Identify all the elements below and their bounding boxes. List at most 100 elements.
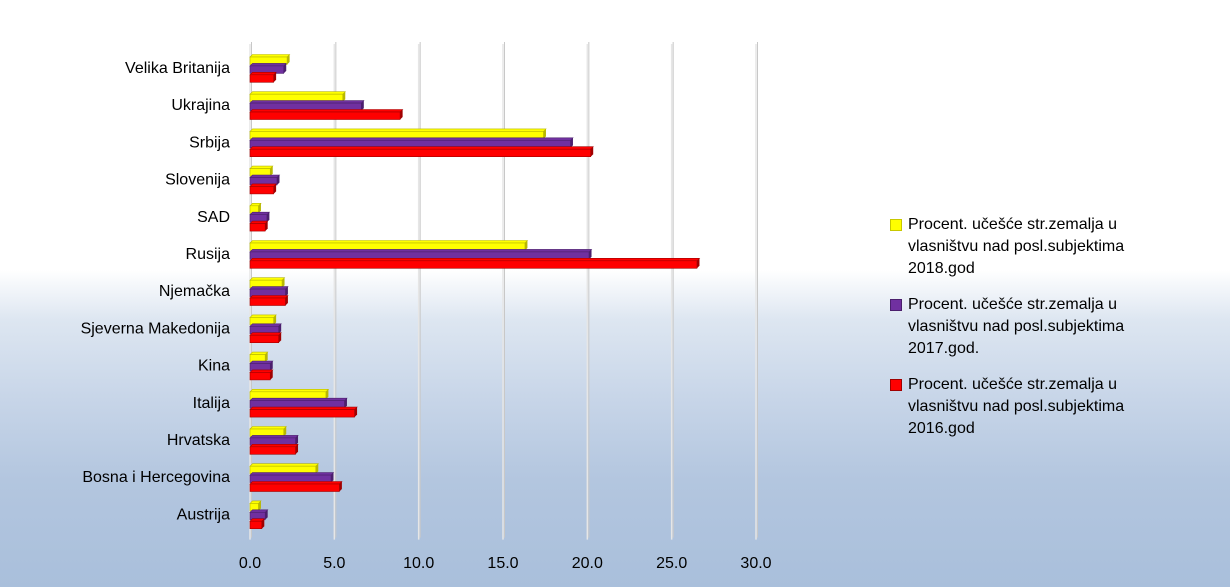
category-label: Rusija	[186, 246, 231, 263]
bar-side-face	[354, 407, 358, 418]
bar-side-face	[543, 128, 546, 139]
category-label: Hrvatska	[167, 432, 230, 449]
x-tick-label: 25.0	[656, 555, 687, 572]
bar-side-face	[330, 472, 334, 483]
legend-label-2017: Procent. učešće str.zemalja u vlasništvu…	[908, 296, 1125, 357]
category-label: Srbija	[189, 134, 230, 151]
bar-side-face	[266, 212, 270, 223]
bar-top-face	[249, 100, 365, 104]
bar-side-face	[258, 203, 261, 214]
bar-top-face	[249, 220, 269, 224]
bar-side-face	[696, 258, 700, 269]
bar	[249, 148, 592, 157]
category-label: Italija	[193, 395, 230, 412]
bar	[249, 409, 355, 418]
category-label: SAD	[197, 209, 230, 226]
bar-side-face	[339, 481, 342, 492]
legend-swatch-2018	[890, 219, 902, 231]
bar-top-face	[249, 128, 547, 132]
bar-top-face	[249, 63, 287, 67]
bar-side-face	[273, 314, 277, 325]
bar-side-face	[283, 426, 287, 437]
category-labels: Velika Britanija Ukrajina Srbija Slovenija S…	[81, 60, 231, 523]
bar-side-face	[276, 175, 280, 185]
bar-top-face	[249, 406, 358, 410]
legend-item-2017: Procent. učešće str.zemalja u vlasništvu…	[890, 294, 1210, 360]
bar-top-face	[249, 435, 299, 439]
legend-swatch-2016	[890, 379, 902, 391]
category-label: Austrija	[177, 506, 230, 523]
category-label: Slovenija	[165, 172, 230, 189]
bar	[249, 223, 266, 232]
legend-label-2018: Procent. učešće str.zemalja u vlasništvu…	[908, 216, 1125, 277]
bar-top-face	[249, 257, 701, 262]
bar-side-face	[265, 352, 268, 363]
legend: Procent. učešće str.zemalja u vlasništvu…	[890, 214, 1210, 454]
bar-side-face	[273, 72, 277, 83]
bar-top-face	[249, 240, 529, 244]
bar-side-face	[325, 389, 329, 400]
bar	[249, 446, 296, 455]
bar-top-face	[249, 54, 291, 58]
bar	[249, 372, 271, 381]
x-tick-labels: 0.0 5.0 10.0 15.0 20.0 25.0 30.0	[239, 555, 772, 572]
bar-side-face	[270, 166, 273, 177]
x-tick-label: 20.0	[572, 555, 603, 572]
bar-side-face	[261, 518, 265, 529]
bar-top-face	[249, 472, 335, 476]
bar-side-face	[361, 100, 364, 111]
bar-side-face	[344, 398, 347, 409]
legend-item-2018: Procent. učešće str.zemalja u vlasništvu…	[890, 214, 1210, 280]
bar-side-face	[295, 444, 299, 455]
bar-top-face	[249, 360, 274, 364]
category-label: Ukrajina	[171, 97, 230, 114]
bar-side-face	[270, 369, 273, 380]
bar-top-face	[249, 109, 404, 113]
bar-side-face	[589, 249, 592, 260]
bar-top-face	[249, 463, 320, 467]
bar-side-face	[570, 137, 573, 148]
bar-side-face	[282, 277, 285, 288]
x-tick-label: 30.0	[740, 555, 771, 572]
gridlines	[249, 42, 758, 540]
bar-top-face	[249, 443, 299, 448]
bar-side-face	[400, 109, 403, 120]
bar-side-face	[265, 221, 268, 232]
bar-top-face	[249, 72, 277, 76]
bar	[249, 186, 274, 195]
bar-top-face	[249, 388, 330, 393]
bar	[249, 297, 286, 306]
bar-top-face	[249, 295, 289, 299]
category-label: Bosna i Hercegovina	[82, 469, 230, 486]
bar	[249, 111, 401, 120]
bar-side-face	[590, 146, 594, 157]
bar-top-face	[249, 397, 348, 402]
bar	[249, 260, 698, 269]
x-tick-label: 15.0	[487, 555, 518, 572]
bar-side-face	[270, 361, 273, 371]
x-tick-label: 5.0	[323, 555, 345, 572]
bar-side-face	[285, 286, 288, 297]
bar-side-face	[287, 54, 290, 65]
bar-top-face	[249, 277, 286, 281]
category-label: Velika Britanija	[125, 60, 230, 77]
bar-top-face	[249, 323, 282, 327]
category-label: Kina	[198, 358, 230, 375]
bar-top-face	[249, 91, 346, 95]
bar-top-face	[249, 137, 574, 141]
x-tick-label: 0.0	[239, 555, 261, 572]
bar	[249, 520, 263, 530]
bar-side-face	[265, 509, 268, 520]
bar-top-face	[249, 314, 277, 318]
bar-top-face	[249, 369, 274, 373]
bar	[249, 74, 274, 83]
bar-side-face	[285, 295, 288, 306]
bar-top-face	[249, 426, 287, 430]
bar-top-face	[249, 286, 289, 290]
legend-label-2016: Procent. učešće str.zemalja u vlasništvu…	[908, 376, 1125, 437]
bar-top-face	[249, 174, 281, 178]
bar-top-face	[249, 146, 594, 150]
bars	[249, 54, 701, 530]
